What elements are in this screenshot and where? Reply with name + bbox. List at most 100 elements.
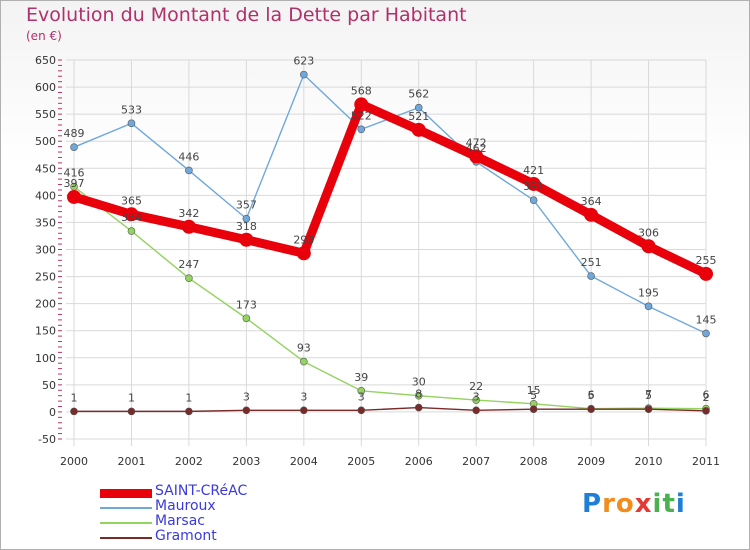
legend-label: Mauroux xyxy=(155,498,216,514)
data-point xyxy=(242,214,251,223)
data-label: 5 xyxy=(588,389,595,402)
y-tick-label: 450 xyxy=(35,162,56,175)
data-point xyxy=(411,122,426,137)
data-point xyxy=(296,246,311,261)
x-tick-label: 2010 xyxy=(635,455,663,468)
y-tick-label: 150 xyxy=(35,325,56,338)
data-label: 522 xyxy=(351,109,372,122)
logo-letter: i xyxy=(675,489,686,519)
data-point xyxy=(472,396,480,404)
data-label: 397 xyxy=(64,177,85,190)
x-tick-label: 2008 xyxy=(520,455,548,468)
data-label: 30 xyxy=(412,376,426,389)
data-point xyxy=(699,266,713,281)
y-tick-label: 400 xyxy=(35,189,56,202)
data-point xyxy=(702,407,710,415)
x-tick-label: 2002 xyxy=(175,455,203,468)
data-label: 173 xyxy=(236,298,257,311)
data-label: 2 xyxy=(703,391,710,404)
legend-swatch xyxy=(100,489,152,498)
data-label: 6 xyxy=(703,389,710,402)
proxiti-logo: Proxiti xyxy=(582,489,686,519)
data-label: 8 xyxy=(415,388,422,401)
data-point xyxy=(124,207,139,222)
data-label: 357 xyxy=(236,199,257,212)
data-point xyxy=(587,405,595,414)
data-label: 533 xyxy=(121,103,142,116)
y-tick-label: 650 xyxy=(35,54,56,67)
data-label: 195 xyxy=(638,286,659,299)
data-label: 462 xyxy=(466,142,487,155)
data-label: 1 xyxy=(185,391,192,404)
logo-letter: P xyxy=(582,489,603,519)
data-point xyxy=(354,97,369,112)
data-label: 6 xyxy=(588,389,595,402)
data-label: 3 xyxy=(300,390,307,403)
data-label: 293 xyxy=(293,233,314,246)
x-tick-label: 2001 xyxy=(117,455,145,468)
data-label: 416 xyxy=(64,167,85,180)
logo-letter: i xyxy=(652,489,663,519)
y-tick-label: 600 xyxy=(35,81,56,94)
data-point xyxy=(414,103,423,112)
data-label: 365 xyxy=(121,194,142,207)
data-label: 15 xyxy=(527,384,541,397)
data-label: 562 xyxy=(408,88,429,101)
data-label: 421 xyxy=(523,164,544,177)
y-tick-label: 250 xyxy=(35,271,56,284)
data-label: 623 xyxy=(293,55,314,68)
data-point xyxy=(357,387,366,395)
data-point xyxy=(526,176,541,191)
data-label: 5 xyxy=(645,389,652,402)
data-point xyxy=(185,166,193,175)
legend-label: Marsac xyxy=(155,513,205,529)
y-tick-label: 100 xyxy=(35,352,56,365)
data-label: 39 xyxy=(354,371,368,384)
data-label: 472 xyxy=(466,136,487,149)
data-point xyxy=(587,272,595,280)
data-point xyxy=(300,406,308,415)
logo-letter: x xyxy=(634,489,653,519)
y-tick-label: 0 xyxy=(49,406,56,419)
logo-letter: r xyxy=(602,489,616,519)
legend-swatch xyxy=(100,537,152,539)
data-label: 391 xyxy=(523,180,544,193)
data-label: 364 xyxy=(581,195,602,208)
data-point xyxy=(300,357,308,366)
logo-letter: t xyxy=(662,489,676,519)
logo-letter: o xyxy=(615,489,635,519)
data-point xyxy=(702,329,710,338)
data-point xyxy=(67,189,81,204)
data-point xyxy=(414,403,423,412)
data-label: 3 xyxy=(473,390,480,403)
data-point xyxy=(472,406,480,415)
x-tick-label: 2003 xyxy=(232,455,260,468)
series-line-gramont xyxy=(73,406,707,413)
legend-label: SAINT-CRéAC xyxy=(155,483,248,499)
data-point xyxy=(127,407,136,416)
data-point xyxy=(185,274,193,282)
data-point xyxy=(357,125,366,134)
data-label: 22 xyxy=(469,380,483,393)
data-point xyxy=(414,391,423,400)
data-label: 247 xyxy=(178,258,199,271)
x-tick-label: 2011 xyxy=(692,455,720,468)
data-point xyxy=(644,405,653,414)
data-label: 334 xyxy=(121,211,142,224)
data-label: 5 xyxy=(530,389,537,402)
data-point xyxy=(469,149,484,164)
data-label: 1 xyxy=(71,391,78,404)
data-point xyxy=(185,407,193,416)
x-tick-label: 2007 xyxy=(462,455,490,468)
data-label: 93 xyxy=(297,342,311,355)
data-point xyxy=(644,302,653,311)
data-point xyxy=(529,405,538,414)
data-point xyxy=(70,407,78,416)
data-label: 3 xyxy=(358,390,365,403)
x-tick-label: 2009 xyxy=(577,455,605,468)
chart-title: Evolution du Montant de la Dette par Hab… xyxy=(26,4,467,26)
data-point xyxy=(529,196,538,205)
legend-swatch xyxy=(100,522,152,524)
data-point xyxy=(242,406,251,415)
